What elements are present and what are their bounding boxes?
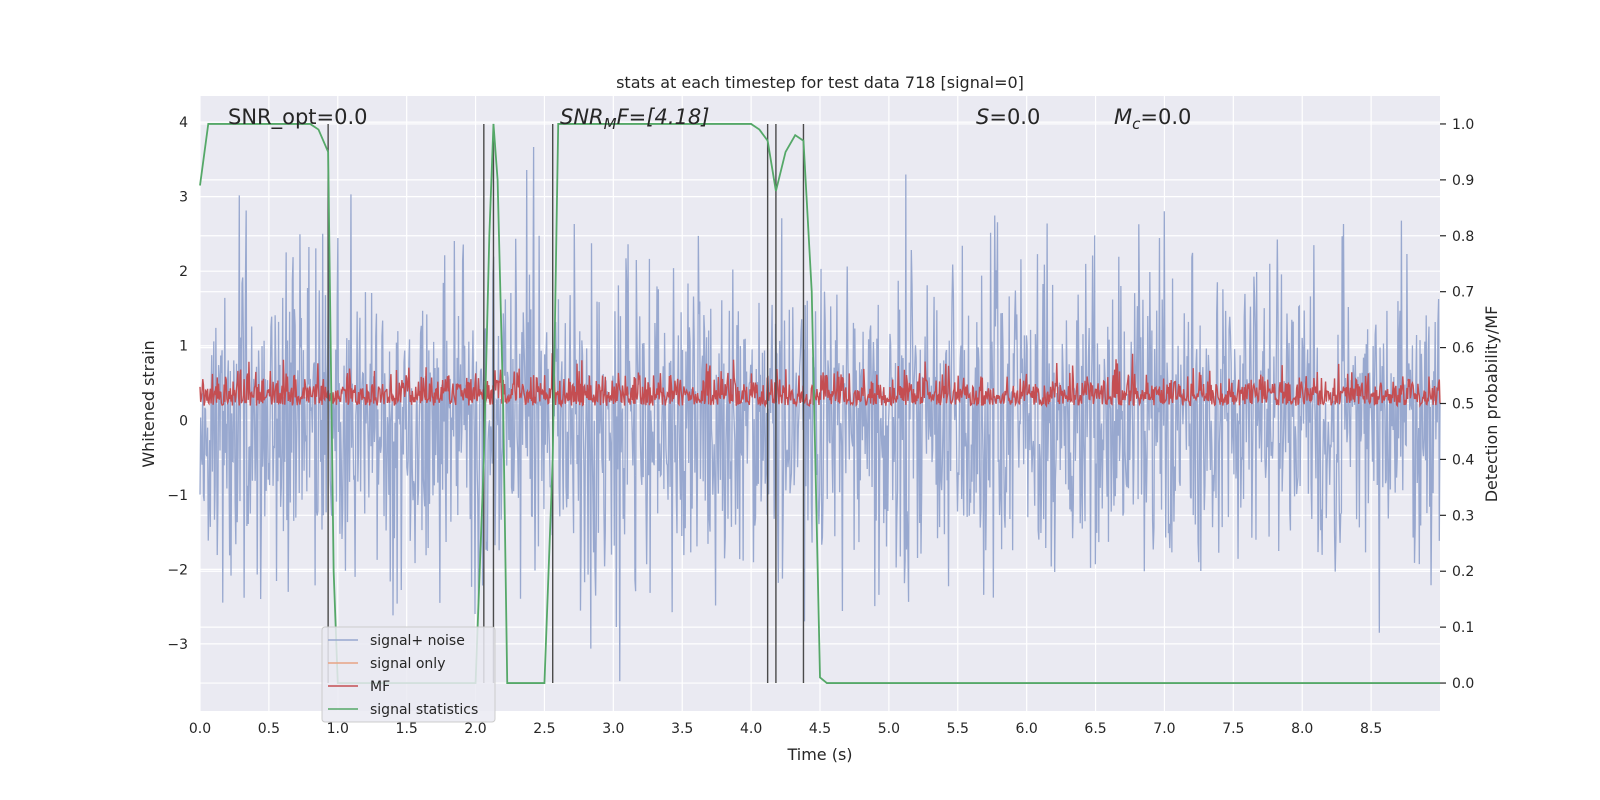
y2-tick-label-0: 1.0 [1452, 117, 1474, 133]
y-tick-label-0: 4 [179, 115, 188, 131]
y2-tick-label-3: 0.7 [1452, 285, 1474, 301]
annotation-s: S=0.0 [976, 105, 1040, 129]
annotations: SNR_opt=0.0 SNRMF=[4.18] S=0.0 Mc=0.0 [228, 105, 1191, 133]
y2-tick-label-6: 0.4 [1452, 452, 1474, 468]
y-tick-label-6: −2 [167, 562, 188, 578]
mf-line [199, 353, 1441, 408]
x-tick-label-1: 0.5 [258, 721, 280, 737]
y2-axis-label: Detection probability/MF [1482, 306, 1501, 503]
x-tick-label-9: 4.5 [809, 721, 831, 737]
annotation-mc-main: M [1114, 105, 1132, 129]
x-tick-label-4: 2.0 [464, 721, 486, 737]
y2-tick-label-10: 0.0 [1452, 676, 1474, 692]
annotation-snr-mf-sub: M [604, 115, 617, 133]
y2-tick-label-5: 0.5 [1452, 397, 1474, 413]
legend-box [321, 626, 496, 723]
annotation-snr-mf-rest: F=[4.18] [617, 105, 710, 129]
legend-label-mf: MF [370, 679, 390, 695]
y2-tick-label-2: 0.8 [1452, 229, 1474, 245]
y2-tick-label-8: 0.2 [1452, 564, 1474, 580]
x-tick-labels: 0.0 0.5 1.0 1.5 2.0 2.5 3.0 3.5 4.0 4.5 5.0 5.5 6.0 6… [189, 721, 1382, 737]
x-tick-label-7: 3.5 [671, 721, 693, 737]
x-tick-label-13: 6.5 [1084, 721, 1106, 737]
x-tick-label-10: 5.0 [878, 721, 900, 737]
x-tick-label-11: 5.5 [947, 721, 969, 737]
annotation-snr-mf: SNRMF=[4.18] [560, 105, 709, 133]
y-tick-label-7: −3 [167, 637, 188, 653]
x-tick-label-8: 4.0 [740, 721, 762, 737]
annotation-mc-sub: c [1132, 115, 1141, 133]
x-tick-label-12: 6.0 [1016, 721, 1038, 737]
y-tick-labels: 4 3 2 1 0 −1 −2 −3 [167, 115, 188, 653]
x-tick-label-3: 1.5 [396, 721, 418, 737]
chart-title: stats at each timestep for test data 718… [616, 73, 1024, 92]
y2-tick-label-4: 0.6 [1452, 341, 1474, 357]
annotation-mc: Mc=0.0 [1114, 105, 1191, 133]
y-tick-label-5: −1 [167, 488, 188, 504]
x-tick-label-16: 8.0 [1291, 721, 1313, 737]
x-tick-label-0: 0.0 [189, 721, 211, 737]
annotation-snr-opt: SNR_opt=0.0 [228, 105, 368, 130]
x-tick-label-15: 7.5 [1222, 721, 1244, 737]
x-tick-label-14: 7.0 [1153, 721, 1175, 737]
y-axis-label: Whitened strain [139, 340, 158, 467]
legend: signal+ noise signal only MF signal stat… [321, 626, 496, 723]
y-tick-label-3: 1 [179, 339, 188, 355]
y2-tick-label-9: 0.1 [1452, 620, 1474, 636]
annotation-snr-mf-main: SNR [560, 105, 604, 129]
annotation-mc-rest: =0.0 [1140, 105, 1191, 129]
x-tick-label-5: 2.5 [533, 721, 555, 737]
annotation-s-rest: =0.0 [989, 105, 1040, 129]
x-axis-label: Time (s) [786, 745, 852, 764]
x-tick-label-6: 3.0 [602, 721, 624, 737]
legend-label-signal-plus-noise: signal+ noise [370, 633, 465, 649]
annotation-s-main: S [976, 105, 989, 129]
y2-tick-labels: 1.0 0.9 0.8 0.7 0.6 0.5 0.4 0.3 0.2 0.1 0.0 [1440, 117, 1474, 692]
legend-label-signal-only: signal only [370, 656, 445, 672]
legend-label-signal-statistics: signal statistics [370, 702, 478, 718]
x-tick-label-17: 8.5 [1360, 721, 1382, 737]
y-tick-label-4: 0 [179, 413, 188, 429]
y-tick-label-1: 3 [179, 190, 188, 206]
y2-tick-label-1: 0.9 [1452, 173, 1474, 189]
x-tick-label-2: 1.0 [327, 721, 349, 737]
y-tick-label-2: 2 [179, 264, 188, 280]
series-mf [199, 353, 1441, 408]
y2-tick-label-7: 0.3 [1452, 508, 1474, 524]
